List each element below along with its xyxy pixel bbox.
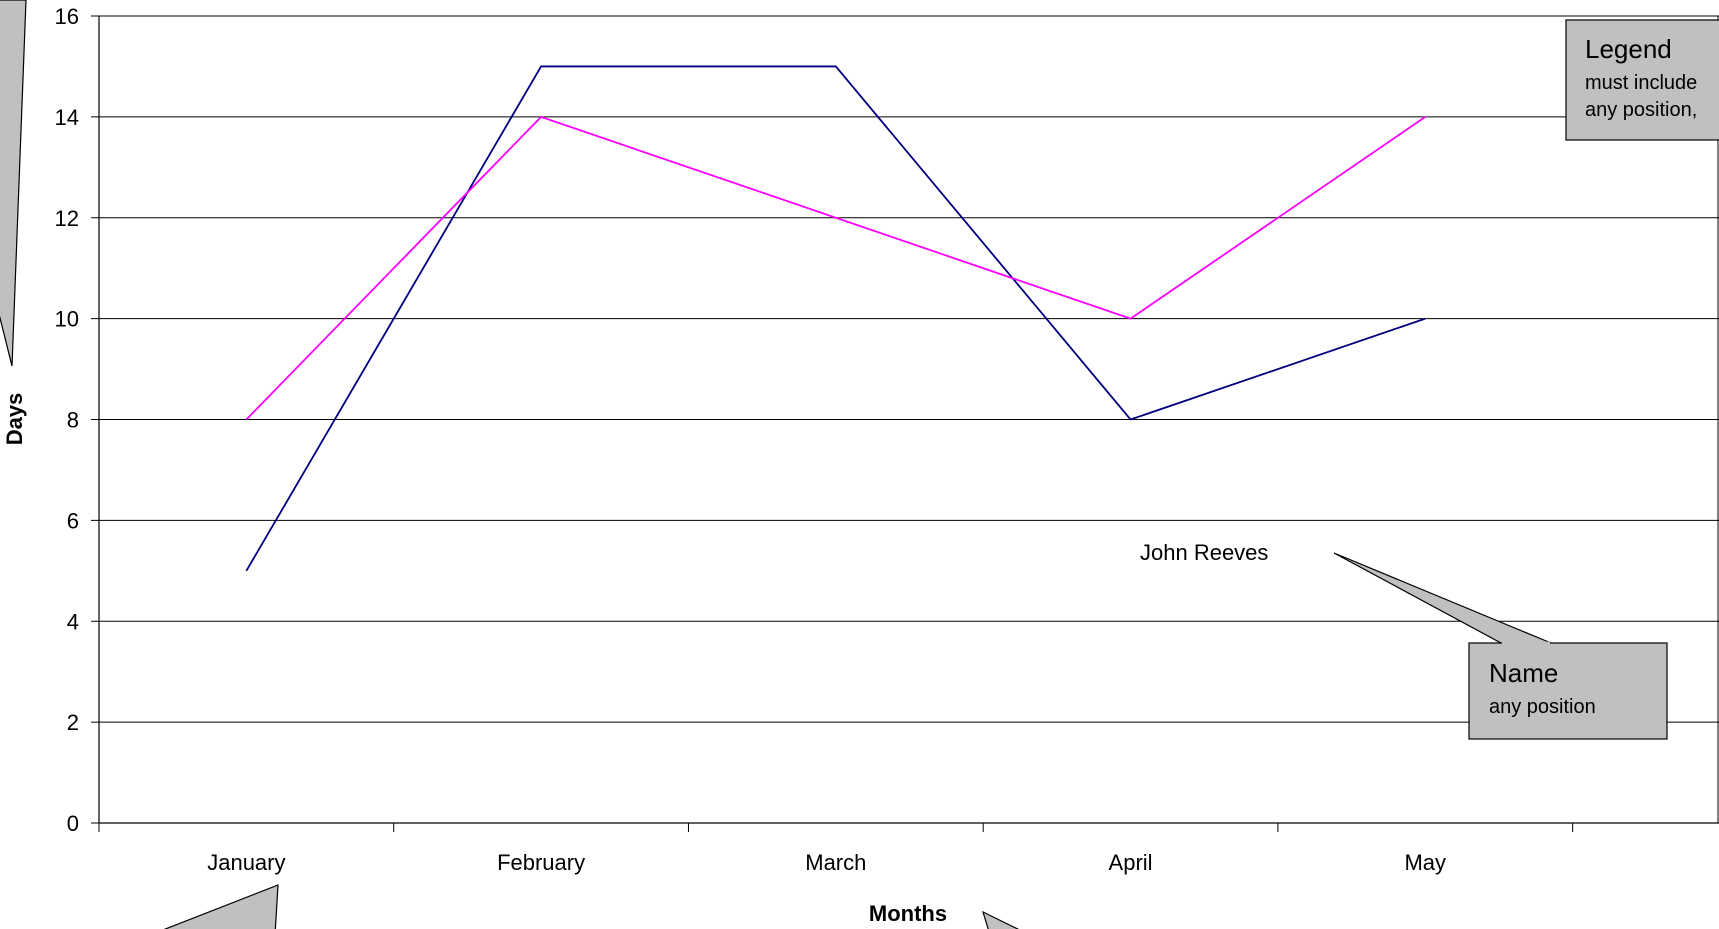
series-line-1 bbox=[245, 65, 1426, 572]
y-tick-label: 6 bbox=[67, 508, 79, 533]
name-callout: Name any position bbox=[1333, 552, 1668, 740]
legend-callout-line1: must include bbox=[1585, 72, 1697, 94]
y-tick-label: 4 bbox=[67, 609, 79, 634]
y-tick-label: 0 bbox=[67, 811, 79, 836]
name-callout-pointer bbox=[1333, 552, 1552, 644]
y-tick-label: 2 bbox=[67, 710, 79, 735]
chart-name-label: John Reeves bbox=[1140, 540, 1268, 565]
y-tick-label: 14 bbox=[55, 105, 79, 130]
x-tick-labels: January February March April May bbox=[207, 850, 1446, 875]
series-line-2 bbox=[245, 115, 1426, 421]
y-axis-title: Days bbox=[2, 393, 27, 446]
series-lines bbox=[245, 65, 1426, 572]
x-tick-label: February bbox=[497, 850, 585, 875]
y-tick-label: 10 bbox=[55, 307, 79, 332]
legend-callout-box bbox=[1565, 19, 1719, 141]
x-tick-label: March bbox=[805, 850, 866, 875]
axes bbox=[91, 15, 1719, 832]
name-callout-line1: any position bbox=[1489, 696, 1596, 718]
name-callout-box bbox=[1468, 642, 1668, 740]
legend-callout-line2: any position, bbox=[1585, 99, 1697, 121]
callout-pointer-months bbox=[982, 910, 1020, 929]
x-tick-label: May bbox=[1404, 850, 1446, 875]
y-tick-label: 12 bbox=[55, 206, 79, 231]
callout-pointer-xaxis bbox=[163, 884, 279, 929]
x-axis-title: Months bbox=[869, 901, 947, 926]
gridlines bbox=[99, 15, 1719, 723]
legend-callout: Legend must include any position, bbox=[1565, 19, 1719, 141]
callout-pointer-ylabel bbox=[0, 0, 27, 367]
y-tick-labels: 0 2 4 6 8 10 12 14 16 bbox=[55, 4, 79, 836]
x-tick-label: April bbox=[1109, 850, 1153, 875]
legend-callout-title: Legend bbox=[1585, 34, 1672, 64]
name-callout-title: Name bbox=[1489, 658, 1558, 688]
y-tick-label: 16 bbox=[55, 4, 79, 29]
x-tick-label: January bbox=[207, 850, 285, 875]
y-tick-label: 8 bbox=[67, 408, 79, 433]
